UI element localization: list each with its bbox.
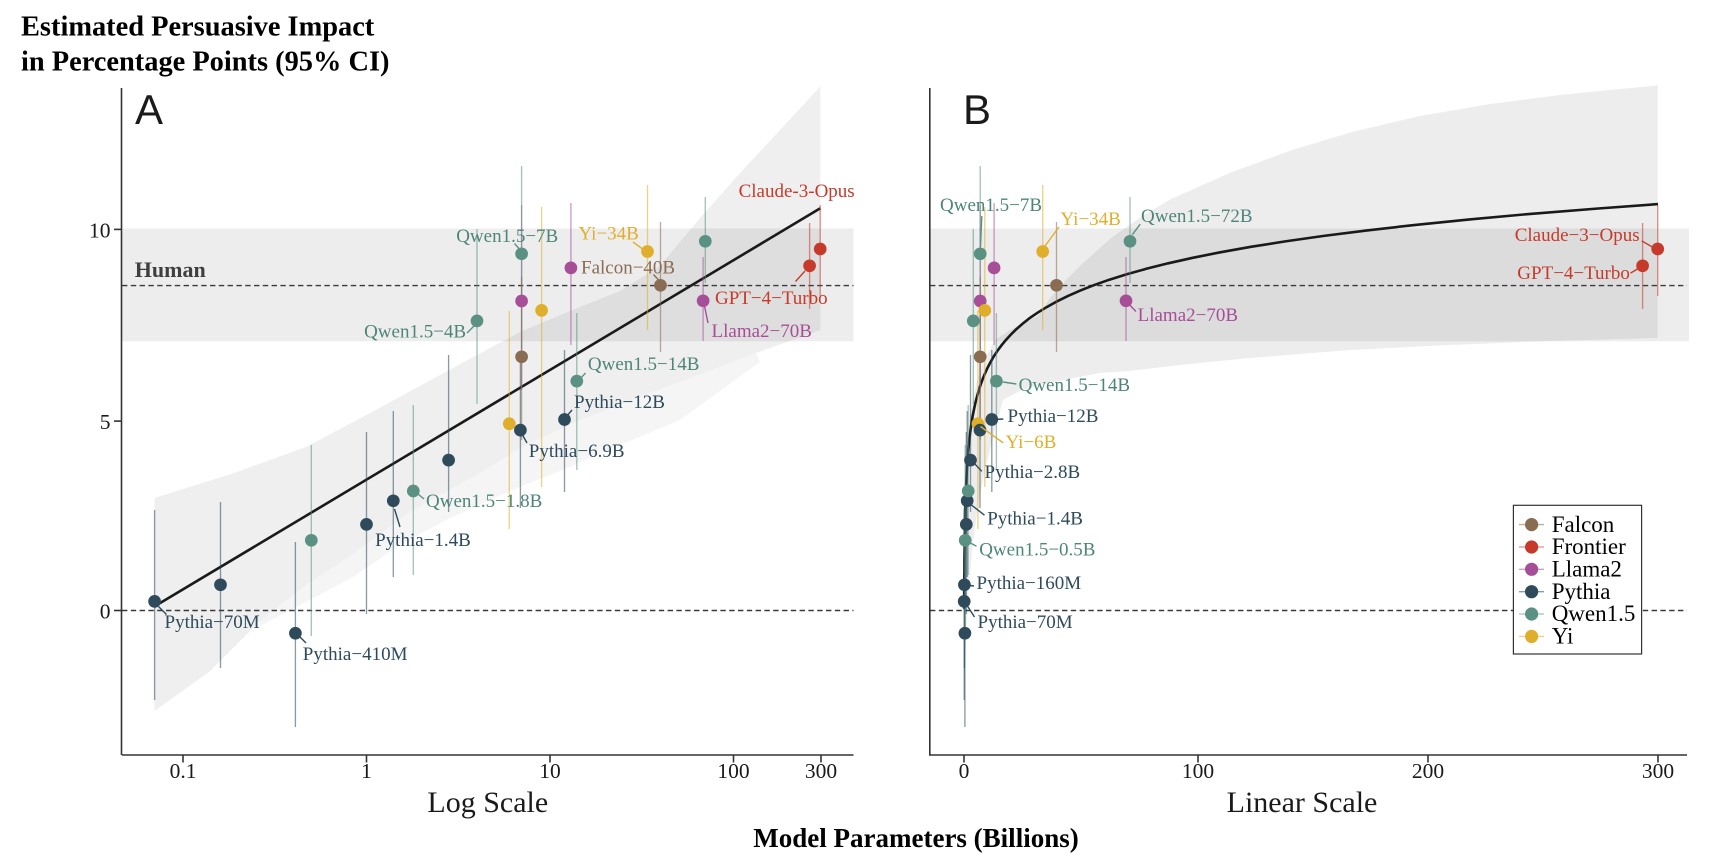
svg-text:Falcon: Falcon (1552, 512, 1615, 537)
svg-text:Qwen1.5: Qwen1.5 (1552, 601, 1636, 626)
svg-text:1: 1 (361, 759, 372, 783)
svg-text:Pythia−410M: Pythia−410M (303, 644, 408, 665)
svg-text:Qwen1.5−7B: Qwen1.5−7B (940, 195, 1042, 216)
svg-text:A: A (135, 86, 163, 133)
svg-text:Pythia: Pythia (1552, 579, 1611, 604)
svg-text:Pythia−1.4B: Pythia−1.4B (375, 530, 471, 551)
svg-text:Llama2−70B: Llama2−70B (712, 321, 812, 342)
svg-text:B: B (963, 86, 991, 133)
svg-text:Qwen1.5−0.5B: Qwen1.5−0.5B (979, 540, 1095, 561)
svg-text:Linear Scale: Linear Scale (1227, 786, 1378, 819)
svg-text:Pythia−160M: Pythia−160M (977, 573, 1082, 594)
svg-text:Pythia−1.4B: Pythia−1.4B (987, 509, 1083, 530)
svg-text:Llama2−70B: Llama2−70B (1138, 305, 1238, 326)
svg-text:Yi−6B: Yi−6B (1006, 432, 1057, 453)
svg-text:10: 10 (539, 759, 561, 783)
svg-text:Qwen1.5−14B: Qwen1.5−14B (588, 354, 700, 375)
svg-text:0: 0 (100, 600, 111, 624)
svg-text:Yi: Yi (1552, 624, 1574, 649)
svg-text:GPT−4−Turbo: GPT−4−Turbo (1517, 263, 1630, 284)
svg-text:Falcon−40B: Falcon−40B (581, 258, 675, 279)
svg-text:Log Scale: Log Scale (427, 786, 548, 819)
svg-text:300: 300 (1642, 759, 1674, 783)
svg-text:Qwen1.5−1.8B: Qwen1.5−1.8B (426, 491, 542, 512)
svg-text:Pythia−70M: Pythia−70M (978, 612, 1073, 633)
svg-text:Pythia−70M: Pythia−70M (165, 612, 260, 633)
svg-text:Model Parameters (Billions): Model Parameters (Billions) (753, 823, 1078, 853)
svg-text:100: 100 (1182, 759, 1214, 783)
svg-text:Llama2: Llama2 (1552, 557, 1622, 582)
svg-text:Pythia−12B: Pythia−12B (574, 392, 665, 413)
svg-text:10: 10 (89, 218, 111, 242)
svg-text:Pythia−6.9B: Pythia−6.9B (529, 441, 625, 462)
svg-text:Qwen1.5−72B: Qwen1.5−72B (1141, 206, 1253, 227)
svg-text:Frontier: Frontier (1552, 534, 1626, 559)
svg-text:300: 300 (805, 759, 837, 783)
svg-text:0.1: 0.1 (170, 759, 197, 783)
svg-text:Estimated Persuasive Impact: Estimated Persuasive Impact (21, 12, 375, 43)
svg-text:GPT−4−Turbo: GPT−4−Turbo (715, 288, 828, 309)
svg-text:Claude−3−Opus: Claude−3−Opus (1515, 225, 1640, 246)
svg-text:Yi−34B: Yi−34B (1061, 209, 1121, 230)
svg-text:Qwen1.5−4B: Qwen1.5−4B (364, 322, 466, 343)
svg-text:Human: Human (135, 257, 206, 282)
svg-text:in Percentage Points (95% CI): in Percentage Points (95% CI) (21, 47, 390, 78)
svg-text:200: 200 (1412, 759, 1444, 783)
svg-text:100: 100 (717, 759, 749, 783)
svg-text:5: 5 (100, 410, 111, 434)
svg-text:Qwen1.5−14B: Qwen1.5−14B (1019, 375, 1131, 396)
svg-text:Claude-3-Opus: Claude-3-Opus (739, 181, 855, 202)
svg-text:Pythia−12B: Pythia−12B (1008, 406, 1099, 427)
svg-text:0: 0 (959, 759, 970, 783)
svg-text:Qwen1.5−7B: Qwen1.5−7B (456, 226, 558, 247)
svg-text:Pythia−2.8B: Pythia−2.8B (985, 462, 1081, 483)
svg-text:Yi−34B: Yi−34B (579, 224, 639, 245)
